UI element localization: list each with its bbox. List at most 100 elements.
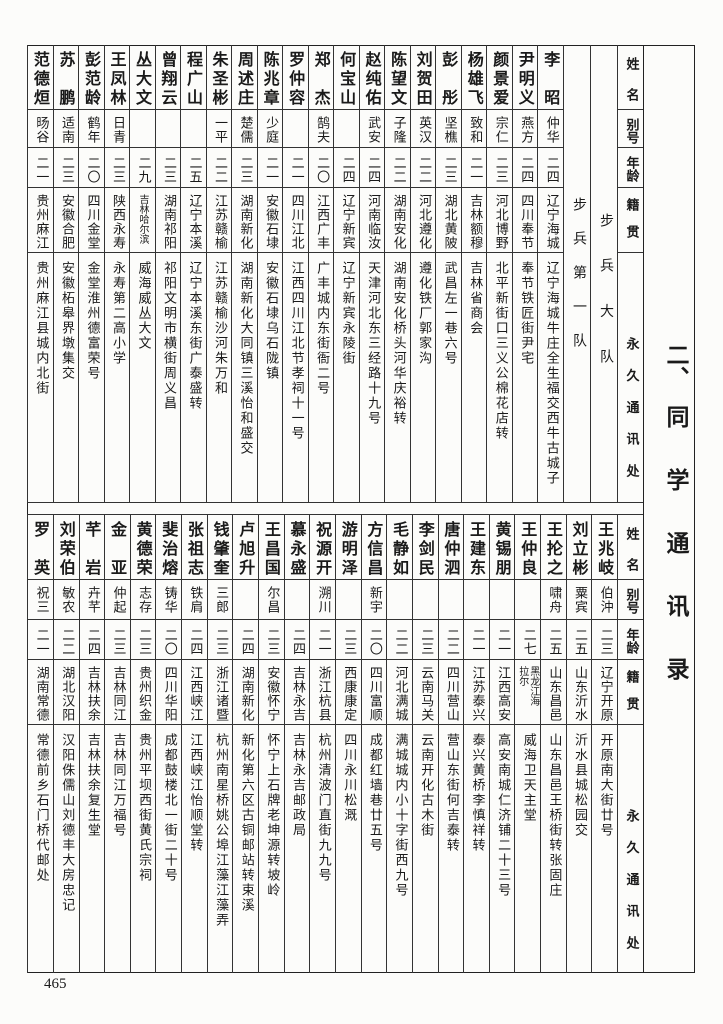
native-place-cell: 湖北汉阳 — [53, 660, 79, 725]
native-place-cell: 吉林扶余 — [79, 660, 105, 725]
native-place-cell: 湖南新化 — [233, 660, 259, 725]
student-age: 二二 — [390, 156, 406, 184]
native-place-cell: 吉林同江 — [105, 660, 130, 725]
alias-cell — [438, 580, 464, 620]
name-cell: 黄德荣 — [130, 515, 156, 580]
student-address: 云南开化古木街 — [418, 733, 434, 838]
age-cell: 二五 — [181, 148, 206, 188]
header-column: 姓名 别号 年龄 籍贯 永久通讯处 — [617, 515, 643, 973]
student-alias: 日青 — [109, 116, 125, 144]
header-label-name: 姓名 — [623, 527, 639, 571]
address-cell: 营山东街何吉泰转 — [439, 725, 464, 973]
section-number: 二、 — [662, 343, 688, 389]
student-age: 二三 — [213, 628, 229, 656]
address-cell: 泰兴黄桥李慎祥转 — [464, 725, 489, 973]
student-address: 祁阳文明市横街周义昌 — [161, 261, 176, 411]
student-age: 二四 — [543, 156, 559, 184]
address-cell: 威海卫天主堂 — [515, 725, 540, 973]
student-age: 二三 — [58, 156, 74, 184]
roster-row: 郑杰 鹄夫 二〇 江西广丰 广丰城内东街衙二号 — [307, 45, 334, 502]
address-cell: 江西四川江北节孝祠十一号 — [283, 253, 308, 502]
student-address: 广丰城内东街衙二号 — [314, 261, 330, 396]
address-cell: 吉林永吉邮政局 — [285, 725, 310, 973]
alias-cell: 仲起 — [105, 580, 130, 620]
native-place-cell: 吉林永吉 — [284, 660, 310, 725]
name-cell: 彭范龄 — [79, 45, 104, 110]
roster-row: 彭彤 坚樵 二三 湖北黄陂 武昌左一巷六号 — [435, 45, 461, 502]
address-cell: 高安南城仁济铺二十三号 — [490, 725, 515, 973]
student-address: 营山东街何吉泰转 — [443, 733, 459, 853]
age-cell: 二五 — [541, 620, 566, 660]
native-place-cell: 辽宁海城 — [538, 188, 563, 253]
native-place-cell: 湖北黄陂 — [436, 188, 461, 253]
student-name: 慕永盛 — [287, 521, 307, 575]
age-cell: 二二 — [410, 148, 436, 188]
student-address: 江西峡江怡顺堂转 — [187, 733, 203, 853]
student-name: 张祖志 — [184, 521, 204, 575]
name-cell: 颜景爱 — [487, 45, 512, 110]
roster-row: 王仲良 二七 黑龙江海拉尔 威海卫天主堂 — [514, 515, 541, 973]
student-name: 彭彤 — [439, 51, 459, 105]
alias-cell: 旸谷 — [28, 110, 53, 148]
address-cell: 沂水县城松园交 — [567, 725, 592, 973]
alias-cell — [334, 110, 359, 148]
student-native-place: 浙江诸暨 — [213, 666, 229, 722]
roster-row: 范德烜 旸谷 二一 贵州麻江 贵州麻江县城内北街 — [27, 45, 53, 502]
alias-cell: 溯川 — [310, 580, 335, 620]
header-label-address: 永久通讯处 — [623, 337, 639, 477]
age-cell: 二二 — [206, 148, 232, 188]
alias-cell — [387, 580, 412, 620]
native-place-cell: 四川营山 — [438, 660, 464, 725]
alias-cell: 伯沖 — [592, 580, 617, 620]
alias-cell: 尔昌 — [259, 580, 284, 620]
student-native-place: 四川富顺 — [366, 666, 382, 722]
student-alias: 燕方 — [518, 116, 534, 144]
student-native-place: 陕西永寿 — [109, 194, 125, 250]
unit-company-label: 步兵第一队 — [571, 197, 587, 347]
header-cell-address: 永久通讯处 — [618, 725, 643, 973]
roster-row: 陈望文 子隆 二二 湖南安化 湖南安化桥头河华庆裕转 — [384, 45, 410, 502]
native-place-cell: 湖南安化 — [385, 188, 410, 253]
student-native-place: 云南马关 — [418, 666, 434, 722]
student-age: 二〇 — [84, 156, 100, 184]
age-cell: 二四 — [233, 620, 259, 660]
name-cell: 卢旭升 — [233, 515, 259, 580]
age-cell: 二二 — [53, 620, 79, 660]
student-address: 奉节铁匠街尹宅 — [518, 261, 534, 366]
name-cell: 赵纯佑 — [359, 45, 385, 110]
header-label-alias: 别号 — [623, 118, 639, 144]
student-age: 二三 — [110, 628, 126, 656]
native-place-cell: 贵州织金 — [130, 660, 156, 725]
age-cell: 二三 — [207, 620, 233, 660]
student-alias: 祝三 — [33, 586, 49, 614]
alias-cell: 铸华 — [156, 580, 182, 620]
alias-cell: 鹄夫 — [308, 110, 334, 148]
age-cell: 二一 — [283, 148, 308, 188]
native-place-cell: 山东昌邑 — [541, 660, 566, 725]
alias-cell: 铁肩 — [182, 580, 207, 620]
student-alias: 鹄夫 — [314, 116, 330, 144]
address-cell: 辽宁本溪东街广泰盛转 — [181, 253, 206, 502]
age-cell: 二一 — [461, 148, 487, 188]
student-native-place: 山东昌邑 — [546, 666, 562, 722]
student-name: 黄德荣 — [133, 521, 153, 575]
roster-row: 慕永盛 二四 吉林永吉 吉林永吉邮政局 — [283, 515, 310, 973]
student-alias: 铸华 — [161, 586, 177, 614]
bottom-roster-table: 姓名 别号 年龄 籍贯 永久通讯处 王兆岐 伯沖 二三 辽宁开原 开原南大街廿号 刘立彬 粟宾 二五 山东… — [27, 515, 643, 973]
roster-row: 斐治熔 铸华 二〇 四川华阳 成都鼓楼北一街二十号 — [155, 515, 182, 973]
student-age: 二九 — [135, 156, 151, 184]
roster-row: 刘立彬 粟宾 二五 山东沂水 沂水县城松园交 — [565, 515, 592, 973]
age-cell: 二三 — [104, 148, 130, 188]
native-place-cell: 陕西永寿 — [104, 188, 130, 253]
age-cell: 二四 — [334, 148, 359, 188]
student-native-place: 江西广丰 — [314, 194, 330, 250]
address-cell: 杭州清波门直街九九号 — [310, 725, 335, 973]
student-name: 刘贺田 — [413, 51, 433, 105]
student-name: 陈兆章 — [260, 51, 280, 105]
address-cell: 辽宁海城牛庄全生福交西牛古城子 — [538, 253, 563, 502]
name-cell: 方信昌 — [361, 515, 387, 580]
roster-row: 王凤林 日青 二三 陕西永寿 永寿第二高小学 — [103, 45, 130, 502]
address-cell: 武昌左一巷六号 — [436, 253, 461, 502]
age-cell: 二四 — [79, 620, 105, 660]
name-cell: 罗仲容 — [283, 45, 308, 110]
